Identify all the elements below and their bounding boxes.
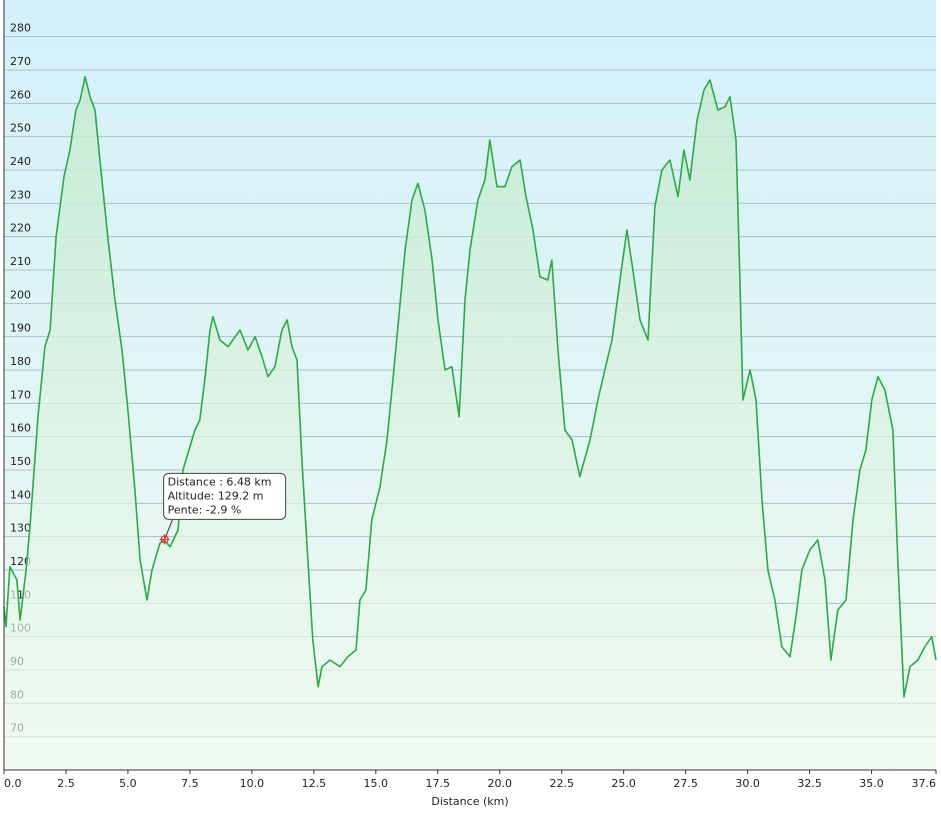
- y-tick-label: 150: [10, 455, 31, 468]
- x-tick-label: 30.0: [735, 777, 760, 790]
- x-tick-label: 27.5: [673, 777, 698, 790]
- y-tick-label: 200: [10, 288, 31, 301]
- tooltip-text: Altitude: 129.2 m: [168, 489, 264, 502]
- y-tick-label: 270: [10, 55, 31, 68]
- y-tick-label: 250: [10, 122, 31, 135]
- x-tick-label: 35.0: [859, 777, 884, 790]
- y-tick-label: 180: [10, 355, 31, 368]
- area: [4, 76, 936, 770]
- x-tick-label: 17.5: [426, 777, 451, 790]
- y-tick-label: 230: [10, 188, 31, 201]
- y-tick-label: 190: [10, 322, 31, 335]
- y-tick-label: 120: [10, 555, 31, 568]
- y-tick-label: 130: [10, 522, 31, 535]
- x-tick-label: 15.0: [364, 777, 389, 790]
- tooltip-box: [163, 472, 287, 520]
- y-tick-label: 220: [10, 222, 31, 235]
- y-tick-label: 160: [10, 422, 31, 435]
- line: [3, 75, 937, 698]
- x-tick-label: 22.5: [549, 777, 574, 790]
- x-tick-label: 37.6: [912, 777, 937, 790]
- x-tick-label: 25.0: [611, 777, 636, 790]
- y-tick-label: 210: [10, 255, 31, 268]
- x-tick-label: 32.5: [797, 777, 822, 790]
- tooltip-text: Distance : 6.48 km: [168, 475, 272, 488]
- y-tick-label: 240: [10, 155, 31, 168]
- x-tick-label: 7.5: [181, 777, 199, 790]
- y-tick-label: 280: [10, 22, 31, 35]
- x-tick-label: 10.0: [240, 777, 265, 790]
- x-tick-label: 20.0: [487, 777, 512, 790]
- x-tick-label: 0.0: [4, 777, 22, 790]
- x-tick-label: 2.5: [57, 777, 75, 790]
- y-tick-label: 170: [10, 388, 31, 401]
- x-tick-label: 12.5: [302, 777, 327, 790]
- x-tick-label: 5.0: [119, 777, 137, 790]
- y-tick-label: 140: [10, 488, 31, 501]
- x-axis-label: Distance (km): [431, 795, 508, 808]
- y-tick-label: 260: [10, 88, 31, 101]
- tooltip-text: Pente: -2.9 %: [168, 503, 242, 516]
